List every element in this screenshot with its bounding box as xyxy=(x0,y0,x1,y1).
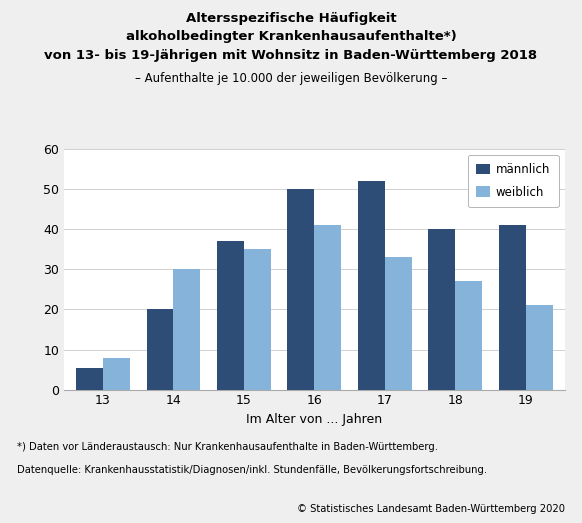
Text: Datenquelle: Krankenhausstatistik/Diagnosen/inkl. Stundenfälle, Bevölkerungsfort: Datenquelle: Krankenhausstatistik/Diagno… xyxy=(17,465,488,475)
Text: alkoholbedingter Krankenhausaufenthalte*): alkoholbedingter Krankenhausaufenthalte*… xyxy=(126,30,456,43)
Bar xyxy=(147,310,173,390)
Bar xyxy=(103,358,130,390)
Text: – Aufenthalte je 10.000 der jeweiligen Bevölkerung –: – Aufenthalte je 10.000 der jeweiligen B… xyxy=(135,72,447,85)
Bar xyxy=(244,249,271,390)
Bar xyxy=(314,225,341,390)
Bar xyxy=(499,225,526,390)
Bar xyxy=(455,281,482,390)
Bar xyxy=(428,229,455,390)
Bar xyxy=(526,305,552,390)
Bar xyxy=(173,269,200,390)
Bar xyxy=(385,257,411,390)
Text: *) Daten vor Länderaustausch: Nur Krankenhausaufenthalte in Baden-Württemberg.: *) Daten vor Länderaustausch: Nur Kranke… xyxy=(17,442,438,452)
Bar xyxy=(217,241,244,390)
Bar xyxy=(358,181,385,390)
Text: von 13- bis 19-Jährigen mit Wohnsitz in Baden-Württemberg 2018: von 13- bis 19-Jährigen mit Wohnsitz in … xyxy=(44,49,538,62)
Legend: männlich, weiblich: männlich, weiblich xyxy=(468,155,559,207)
Text: © Statistisches Landesamt Baden-Württemberg 2020: © Statistisches Landesamt Baden-Württemb… xyxy=(297,504,565,514)
Text: Altersspezifische Häufigkeit: Altersspezifische Häufigkeit xyxy=(186,12,396,25)
X-axis label: Im Alter von ... Jahren: Im Alter von ... Jahren xyxy=(246,413,382,426)
Bar xyxy=(76,368,103,390)
Bar xyxy=(288,189,314,390)
